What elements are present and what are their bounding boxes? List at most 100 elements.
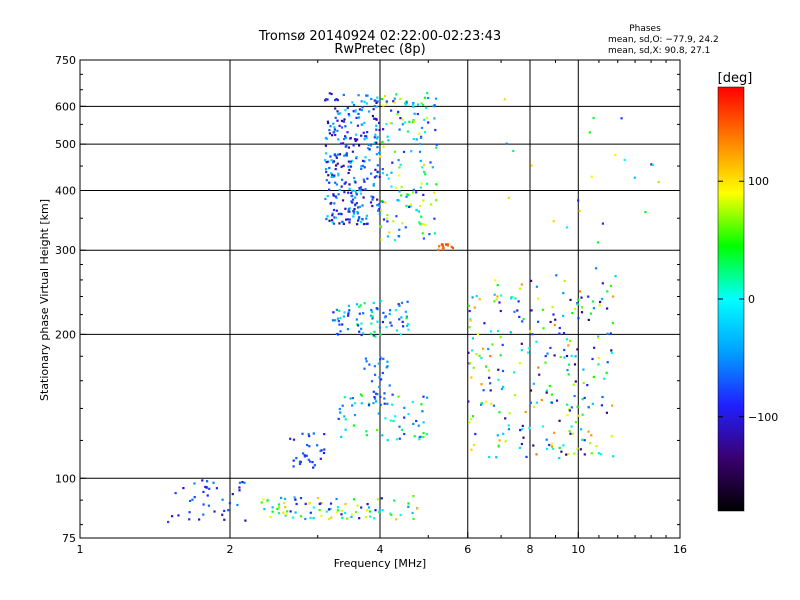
data-point: [369, 314, 373, 317]
data-point: [580, 311, 584, 314]
data-point: [354, 110, 357, 113]
data-point: [434, 97, 438, 100]
data-point: [468, 421, 471, 424]
data-point: [344, 181, 347, 184]
data-point: [373, 517, 376, 520]
data-point: [651, 163, 654, 166]
data-point: [422, 199, 425, 202]
data-point: [476, 332, 479, 335]
y-tick-label: 500: [55, 138, 76, 151]
data-point: [334, 319, 337, 322]
data-point: [352, 144, 355, 147]
data-point: [567, 344, 570, 347]
data-point: [472, 443, 476, 446]
data-point: [167, 520, 170, 524]
data-point: [422, 223, 425, 226]
data-point: [323, 433, 326, 436]
data-point: [376, 96, 379, 99]
data-point: [336, 317, 340, 320]
data-point: [335, 511, 338, 514]
data-point: [396, 113, 399, 116]
data-point: [344, 207, 347, 210]
data-point: [213, 510, 216, 513]
data-point: [329, 507, 332, 511]
data-point: [502, 385, 505, 388]
data-point: [482, 389, 485, 392]
data-point: [610, 349, 613, 352]
data-point: [623, 158, 626, 161]
data-point: [496, 329, 500, 333]
data-point: [375, 124, 378, 127]
data-points: [167, 92, 660, 524]
data-point: [599, 300, 602, 304]
data-point: [370, 172, 373, 175]
data-point: [380, 98, 383, 101]
data-point: [397, 395, 400, 398]
data-point: [405, 317, 408, 320]
data-point: [328, 129, 331, 132]
data-point: [363, 302, 366, 305]
data-point: [368, 159, 371, 162]
data-point: [620, 117, 623, 120]
data-point: [577, 414, 581, 417]
data-point: [592, 307, 595, 310]
data-point: [468, 326, 471, 329]
data-point: [530, 309, 533, 312]
data-point: [580, 428, 583, 431]
data-point: [504, 440, 507, 443]
data-point: [471, 415, 474, 418]
data-point: [389, 122, 392, 125]
data-point: [418, 150, 422, 153]
data-point: [381, 140, 384, 144]
data-point: [361, 188, 364, 191]
data-point: [555, 274, 558, 277]
data-point: [433, 232, 436, 235]
data-point: [403, 121, 407, 124]
data-point: [205, 486, 208, 489]
data-point: [340, 509, 343, 512]
data-point: [366, 94, 369, 97]
data-point: [266, 499, 269, 502]
data-point: [548, 443, 551, 447]
data-point: [520, 342, 523, 345]
data-point: [512, 149, 515, 153]
data-point: [518, 287, 521, 290]
data-point: [518, 362, 521, 365]
data-point: [591, 357, 594, 361]
data-point: [485, 365, 488, 368]
data-point: [325, 510, 328, 513]
data-point: [386, 439, 389, 442]
data-point: [361, 123, 364, 126]
data-point: [335, 183, 338, 186]
data-point: [605, 371, 608, 374]
data-point: [481, 347, 485, 350]
data-point: [358, 517, 361, 520]
data-point: [284, 505, 287, 509]
data-point: [338, 124, 341, 127]
data-point: [420, 182, 423, 185]
data-point: [368, 363, 371, 366]
data-point: [438, 245, 441, 248]
data-point: [386, 220, 389, 223]
data-point: [357, 217, 360, 220]
data-point: [385, 326, 388, 329]
data-point: [324, 168, 328, 171]
data-point: [435, 143, 438, 146]
data-point: [429, 161, 432, 164]
data-point: [342, 120, 345, 123]
data-point: [424, 106, 428, 109]
data-point: [383, 392, 386, 395]
data-point: [358, 330, 361, 333]
data-point: [374, 168, 377, 171]
data-point: [358, 108, 361, 111]
data-point: [412, 103, 415, 106]
data-point: [352, 215, 355, 218]
data-point: [348, 210, 351, 213]
data-point: [562, 314, 565, 317]
grid-lines: [80, 60, 680, 538]
data-point: [337, 138, 340, 141]
data-point: [413, 120, 416, 123]
data-point: [571, 312, 574, 315]
data-point: [376, 393, 379, 396]
data-point: [489, 330, 493, 333]
